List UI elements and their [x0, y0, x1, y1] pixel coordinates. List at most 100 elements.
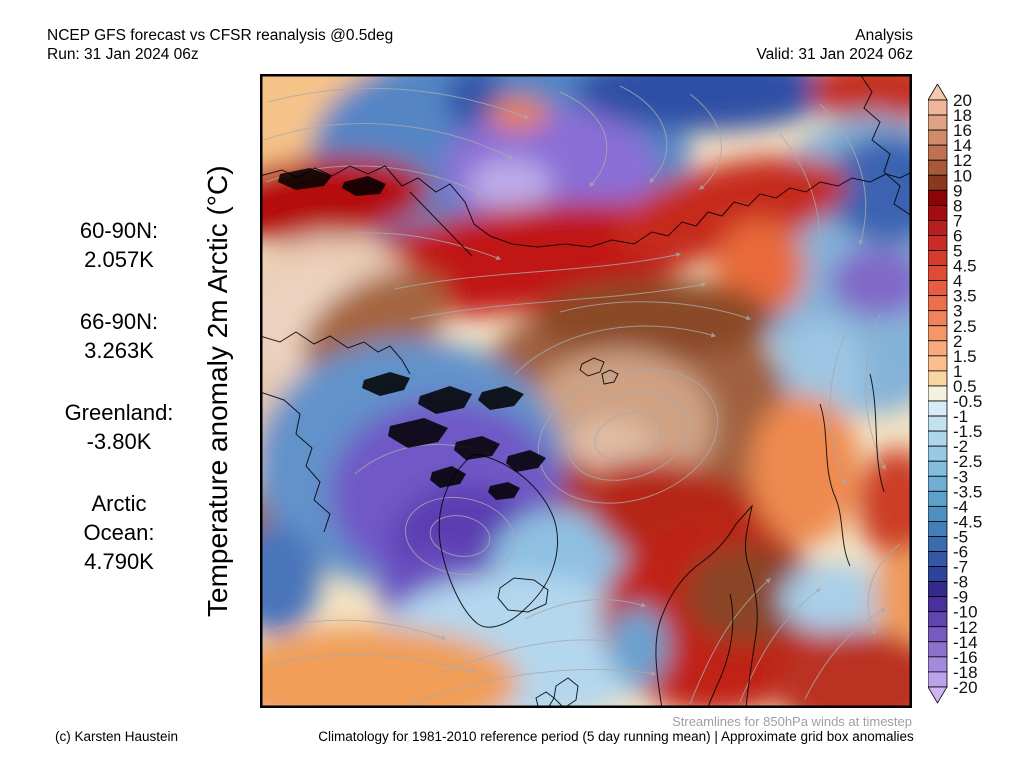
colorbar-tick-label: 4.5 — [953, 257, 977, 276]
stat-item: Greenland: -3.80K — [30, 398, 208, 456]
colorbar-cell — [927, 204, 948, 221]
header-right: Analysis Valid: 31 Jan 2024 06z — [756, 26, 913, 64]
stat-item: 66-90N: 3.263K — [30, 307, 208, 365]
map-frame — [260, 74, 912, 708]
colorbar-cell — [927, 265, 948, 282]
colorbar-cell — [927, 460, 948, 477]
streamlines-note: Streamlines for 850hPa winds at timestep — [672, 714, 912, 729]
colorbar-cell — [927, 671, 948, 688]
colorbar-cell — [927, 415, 948, 432]
colorbar-tick-label: 8 — [953, 196, 962, 215]
colorbar-cell — [927, 551, 948, 567]
stat-item: 60-90N: 2.057K — [30, 216, 208, 274]
colorbar-tick-label: 3 — [953, 302, 962, 321]
colorbar-tick-label: 10 — [953, 166, 972, 185]
colorbar-cell — [927, 159, 948, 176]
colorbar-tick-label: 5 — [953, 242, 962, 261]
colorbar-cell — [927, 475, 948, 492]
colorbar-cell — [927, 536, 948, 552]
valid-line: Valid: 31 Jan 2024 06z — [756, 46, 913, 63]
colorbar-tick-label: 12 — [953, 151, 972, 170]
colorbar-tick-label: 3.5 — [953, 287, 977, 306]
colorbar-tick-label: 2 — [953, 332, 962, 351]
colorbar-tick-label: -20 — [953, 678, 978, 697]
colorbar-cell — [927, 626, 948, 643]
colorbar-cell — [927, 250, 948, 266]
colorbar-cell — [927, 385, 948, 402]
anomaly-field — [260, 74, 912, 708]
colorbar-tick-label: 20 — [953, 91, 972, 110]
colorbar-tick-label: -7 — [953, 558, 968, 577]
colorbar-tick-label: -4.5 — [953, 512, 982, 531]
colorbar-cell — [927, 310, 948, 327]
colorbar-arrow-bottom — [927, 686, 948, 704]
header-left: NCEP GFS forecast vs CFSR reanalysis @0.… — [47, 26, 393, 64]
colorbar-cell — [927, 566, 948, 582]
colorbar-cell — [927, 219, 948, 236]
colorbar-cell — [927, 99, 948, 116]
colorbar-tick-label: 9 — [953, 181, 962, 200]
colorbar-tick-label: -14 — [953, 633, 978, 652]
stat-line: -3.80K — [86, 429, 152, 454]
colorbar-tick-label: -5 — [953, 527, 968, 546]
colorbar-cell — [927, 520, 948, 537]
stat-line: 4.790K — [84, 549, 154, 574]
colorbar-cell — [927, 370, 948, 387]
colorbar-tick-label: 4 — [953, 272, 962, 291]
analysis-label: Analysis — [855, 27, 913, 44]
colorbar-arrow-top — [927, 83, 948, 101]
colorbar-cell — [927, 189, 948, 206]
colorbar-cell — [927, 430, 948, 447]
colorbar-tick-label: 18 — [953, 106, 972, 125]
colorbar-tick-label: -1.5 — [953, 422, 982, 441]
colorbar-cell — [927, 129, 948, 146]
coastlines-layer — [260, 74, 912, 708]
climatology-note: Climatology for 1981-2010 reference peri… — [318, 729, 914, 744]
colorbar-scale: 201816141210987654.543.532.521.510.5-0.5… — [927, 83, 982, 704]
stat-line: Arctic — [91, 491, 147, 516]
colorbar-tick-label: -18 — [953, 663, 978, 682]
colorbar-tick-label: -2 — [953, 437, 968, 456]
stat-line: Greenland: — [64, 400, 174, 425]
colorbar-tick-label: -4 — [953, 497, 968, 516]
stat-line: 66-90N: — [79, 309, 159, 334]
stat-line: Ocean: — [83, 520, 155, 545]
stat-line: 60-90N: — [79, 218, 159, 243]
colorbar-tick-label: -3.5 — [953, 482, 982, 501]
colorbar-tick-label: 6 — [953, 226, 962, 245]
colorbar-tick-label: -9 — [953, 588, 968, 607]
colorbar-tick-label: -3 — [953, 467, 968, 486]
stats-panel: 60-90N: 2.057K 66-90N: 3.263K Greenland: -3.8… — [30, 216, 208, 609]
colorbar-cell — [927, 325, 948, 342]
colorbar-tick-label: -0.5 — [953, 392, 982, 411]
colorbar-cell — [927, 490, 948, 507]
colorbar-cell — [927, 581, 948, 598]
colorbar-tick-label: -12 — [953, 618, 978, 637]
colorbar-cell — [927, 400, 948, 417]
colorbar-cell — [927, 235, 948, 251]
colorbar-tick-label: 0.5 — [953, 377, 977, 396]
map-border — [260, 74, 912, 708]
colorbar-cell — [927, 641, 948, 658]
colorbar-tick-label: 1.5 — [953, 347, 977, 366]
stat-item: Arctic Ocean: 4.790K — [30, 489, 208, 576]
colorbar-cell — [927, 340, 948, 357]
run-line: Run: 31 Jan 2024 06z — [47, 46, 199, 63]
colorbar-cell — [927, 280, 948, 297]
colorbar-cell — [927, 355, 948, 372]
colorbar-cell — [927, 445, 948, 462]
stat-line: 2.057K — [84, 247, 154, 272]
colorbar-tick-label: -1 — [953, 407, 968, 426]
colorbar-cell — [927, 114, 948, 131]
colorbar-cell — [927, 295, 948, 312]
colorbar-cell — [927, 144, 948, 161]
stat-line: 3.263K — [84, 338, 154, 363]
colorbar-cell — [927, 611, 948, 628]
colorbar-tick-label: -10 — [953, 603, 978, 622]
colorbar-tick-label: 7 — [953, 211, 962, 230]
colorbar-tick-label: 16 — [953, 121, 972, 140]
copyright: (c) Karsten Haustein — [55, 729, 179, 744]
colorbar-cell — [927, 656, 948, 673]
page-title: NCEP GFS forecast vs CFSR reanalysis @0.… — [47, 27, 394, 44]
colorbar-tick-label: -8 — [953, 573, 968, 592]
